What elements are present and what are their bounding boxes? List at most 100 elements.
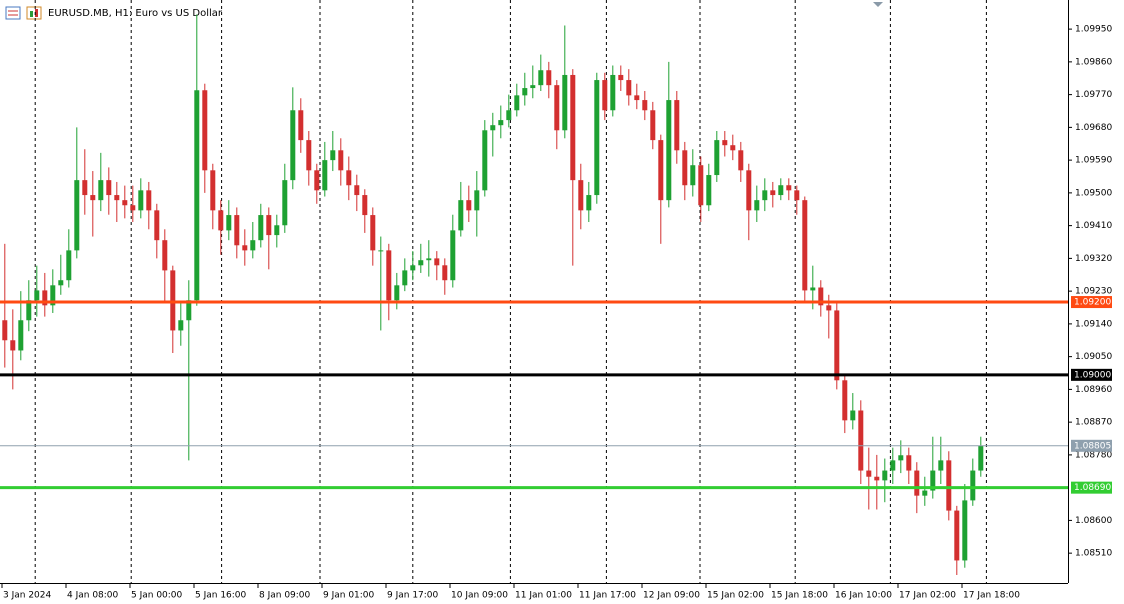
- candle-body: [10, 340, 16, 351]
- candle-body: [602, 80, 608, 111]
- x-tick-label: 16 Jan 10:00: [835, 591, 892, 601]
- candle-body: [194, 90, 200, 301]
- y-tick-label: 1.08960: [1075, 385, 1112, 395]
- y-tick-label: 1.08780: [1075, 450, 1112, 460]
- candle-body: [386, 250, 392, 301]
- candle-body: [658, 140, 664, 201]
- candle-body: [882, 470, 888, 481]
- candle-body: [650, 110, 656, 141]
- candle-body: [266, 215, 272, 236]
- candle-body: [210, 170, 216, 211]
- candle-body: [394, 285, 400, 301]
- candle-body: [234, 215, 240, 246]
- icon: [30, 11, 33, 17]
- icon: [35, 9, 38, 17]
- candle-body: [74, 180, 80, 251]
- candle-body: [338, 150, 344, 171]
- candle-body: [826, 305, 832, 311]
- candle-body: [682, 150, 688, 186]
- candle-body: [778, 185, 784, 196]
- candle-body: [290, 110, 296, 181]
- candle-body: [914, 470, 920, 496]
- candle-body: [2, 320, 8, 341]
- candle-body: [18, 320, 24, 351]
- candle-body: [154, 210, 160, 241]
- y-tick-label: 1.09590: [1075, 156, 1112, 166]
- y-tick-label: 1.09050: [1075, 352, 1112, 362]
- candle-body: [970, 470, 976, 501]
- candle-body: [490, 125, 496, 131]
- candle-body: [770, 190, 776, 196]
- candle-body: [610, 74, 616, 111]
- candle-body: [418, 260, 424, 266]
- candle-body: [506, 110, 512, 121]
- candle-body: [618, 74, 624, 81]
- candle-body: [458, 200, 464, 231]
- candle-body: [530, 85, 536, 89]
- candle-body: [474, 190, 480, 211]
- candle-body: [498, 120, 504, 126]
- candle-body: [50, 285, 56, 306]
- y-tick-label: 1.09410: [1075, 221, 1112, 231]
- level-label: 1.09200: [1074, 298, 1111, 308]
- y-tick-label: 1.08600: [1075, 516, 1112, 526]
- candle-body: [434, 258, 440, 266]
- x-tick-label: 15 Jan 02:00: [707, 591, 764, 601]
- candle-body: [690, 165, 696, 186]
- candle-body: [746, 170, 752, 211]
- candle-body: [186, 300, 192, 321]
- candle-body: [754, 200, 760, 211]
- candle-body: [570, 74, 576, 181]
- candle-body: [42, 290, 48, 306]
- shift-marker: [873, 2, 883, 7]
- x-tick-label: 15 Jan 18:00: [771, 591, 828, 601]
- x-tick-label: 8 Jan 09:00: [259, 591, 311, 601]
- y-tick-label: 1.09500: [1075, 188, 1112, 198]
- x-tick-label: 5 Jan 00:00: [131, 591, 183, 601]
- candle-body: [466, 200, 472, 211]
- candle-body: [330, 150, 336, 161]
- candle-body: [226, 215, 232, 231]
- level-label: 1.08805: [1074, 441, 1111, 451]
- x-tick-label: 17 Jan 18:00: [963, 591, 1020, 601]
- header-icons: [5, 6, 42, 20]
- candle-body: [562, 74, 568, 131]
- candle-body: [554, 85, 560, 131]
- candle-body: [98, 180, 104, 201]
- y-tick-label: 1.09320: [1075, 254, 1112, 264]
- candle-body: [114, 195, 120, 201]
- candle-body: [258, 215, 264, 241]
- y-tick-label: 1.09140: [1075, 319, 1112, 329]
- candle-body: [578, 180, 584, 211]
- candle-body: [346, 170, 352, 186]
- candle-body: [218, 210, 224, 231]
- y-tick-label: 1.09860: [1075, 57, 1112, 67]
- candle-body: [298, 110, 304, 141]
- candle-body: [274, 225, 280, 236]
- x-tick-label: 10 Jan 09:00: [451, 591, 508, 601]
- candle-body: [738, 150, 744, 171]
- candle-body: [762, 190, 768, 201]
- candle-body: [514, 95, 520, 111]
- y-tick-label: 1.09230: [1075, 287, 1112, 297]
- candle-body: [674, 100, 680, 151]
- candle-body: [698, 165, 704, 206]
- x-tick-label: 17 Jan 02:00: [899, 591, 956, 601]
- candle-body: [938, 460, 944, 471]
- candle-body: [642, 100, 648, 111]
- candle-body: [522, 88, 528, 96]
- candle-body: [890, 460, 896, 471]
- level-label-box: [1071, 481, 1112, 494]
- x-tick-label: 5 Jan 16:00: [195, 591, 247, 601]
- candle-body: [834, 310, 840, 381]
- candle-body: [858, 410, 864, 471]
- candle-body: [546, 70, 552, 86]
- candle-body: [666, 100, 672, 201]
- candle-body: [954, 510, 960, 561]
- candle-body: [722, 140, 728, 146]
- candle-body: [58, 280, 64, 286]
- candle-body: [818, 287, 824, 306]
- x-tick-label: 9 Jan 17:00: [387, 591, 439, 601]
- candle-body: [250, 240, 256, 251]
- level-label-box: [1071, 439, 1112, 452]
